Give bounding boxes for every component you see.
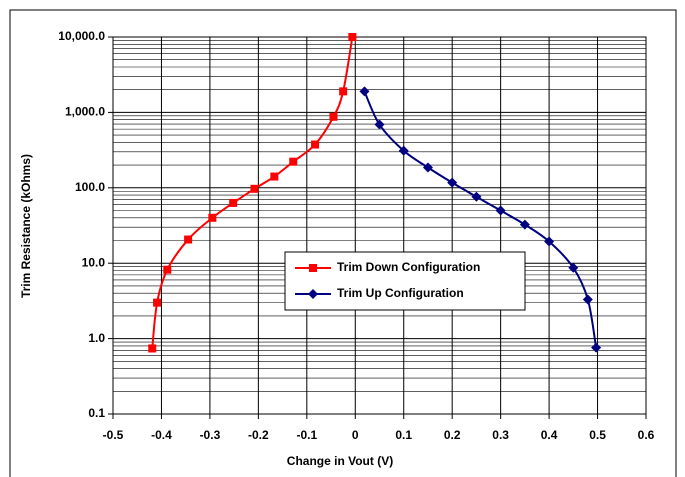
legend-label: Trim Down Configuration xyxy=(337,260,480,274)
point xyxy=(422,162,433,173)
x-tick-label: -0.3 xyxy=(200,428,221,442)
x-tick-label: 0 xyxy=(352,428,359,442)
x-tick-label: -0.4 xyxy=(151,428,172,442)
point xyxy=(519,219,530,230)
y-tick-label: 1.0 xyxy=(88,331,105,345)
point xyxy=(153,298,162,307)
point xyxy=(148,344,157,353)
point xyxy=(359,86,370,97)
x-tick-label: 0.4 xyxy=(541,428,558,442)
x-tick-label: -0.5 xyxy=(103,428,124,442)
point xyxy=(582,294,593,305)
point xyxy=(544,236,555,247)
point xyxy=(229,198,238,207)
x-tick-label: 0.2 xyxy=(444,428,461,442)
y-tick-label: 10,000.0 xyxy=(58,29,105,43)
x-tick-label: 0.3 xyxy=(492,428,509,442)
point xyxy=(163,265,172,274)
y-tick-label: 10.0 xyxy=(82,255,106,269)
y-tick-label: 1,000.0 xyxy=(65,105,105,119)
x-tick-label: 0.1 xyxy=(395,428,412,442)
point xyxy=(311,140,320,149)
point xyxy=(374,119,385,130)
y-tick-label: 0.1 xyxy=(88,406,105,420)
point xyxy=(270,172,279,181)
point xyxy=(398,145,409,156)
point xyxy=(471,191,482,202)
legend-label: Trim Up Configuration xyxy=(337,286,464,300)
x-tick-label: -0.2 xyxy=(248,428,269,442)
point xyxy=(289,157,298,166)
plot-area xyxy=(112,36,647,415)
legend-marker xyxy=(308,289,318,299)
point xyxy=(184,235,193,244)
point xyxy=(250,184,259,193)
y-tick-label: 100.0 xyxy=(75,180,105,194)
y-axis-label: Trim Resistance (kOhms) xyxy=(19,154,33,298)
x-tick-label: 0.5 xyxy=(589,428,606,442)
point xyxy=(348,33,357,41)
point xyxy=(447,177,458,188)
x-tick-label: -0.1 xyxy=(296,428,317,442)
point xyxy=(329,112,338,121)
point xyxy=(591,342,602,353)
legend-box xyxy=(284,251,526,311)
x-axis-label: Change in Vout (V) xyxy=(287,454,393,468)
point xyxy=(339,87,348,96)
chart-frame xyxy=(9,9,677,477)
point xyxy=(208,213,217,222)
point xyxy=(568,262,579,273)
x-tick-label: 0.6 xyxy=(638,428,655,442)
point xyxy=(495,205,506,216)
legend-marker xyxy=(309,264,317,272)
